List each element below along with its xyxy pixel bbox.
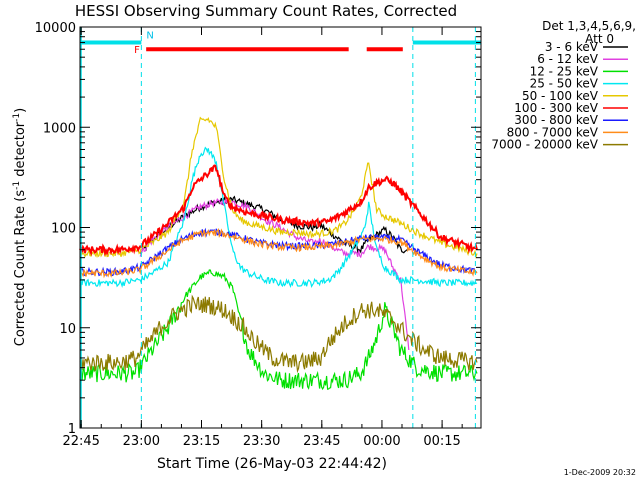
y-axis-label-sup1: -1 [12,181,22,190]
x-tick-label-4: 23:30 [243,434,280,449]
legend-label-3: 12 - 25 keV [530,64,599,78]
series-line-5 [79,116,478,259]
legend-header-line1: Det 1,3,4,5,6,9, [542,19,636,33]
series-line-3 [79,269,478,391]
legend-label-9: 7000 - 20000 keV [491,138,598,152]
night-label: N [146,31,153,42]
x-tick-label-2: 23:00 [123,434,160,449]
x-tick-label-1: 22:45 [62,434,99,449]
x-axis-label: Start Time (26-May-03 22:44:42) [157,456,387,472]
y-tick-label-3: 100 [51,222,76,237]
series-line-8 [79,228,478,279]
legend-label-5: 50 - 100 keV [522,89,599,103]
x-tick-label-6: 00:00 [363,434,400,449]
y-axis-label-rest: detector [13,121,28,181]
axes-layer: 22:45 23:00 23:15 23:30 23:45 00:00 00:15 1 10 10… [35,21,482,449]
series-line-9 [79,294,478,374]
series-line-2 [139,197,410,351]
chart-title: HESSI Observing Summary Count Rates, Cor… [75,2,457,20]
legend-label-4: 25 - 50 keV [530,77,599,91]
y-tick-label-2: 10 [59,322,76,337]
footer-date: 1-Dec-2009 20:32 [564,468,636,477]
y-axis-label-end: ) [13,108,28,113]
y-tick-label-1: 1 [68,422,76,437]
series-layer [79,116,478,391]
y-tick-label-4: 1000 [43,121,76,136]
legend-label-7: 300 - 800 keV [514,113,598,127]
flare-label: F [134,45,140,56]
x-tick-label-5: 23:45 [303,434,340,449]
series-line-4 [79,146,478,289]
legend-label-8: 800 - 7000 keV [507,125,599,139]
y-axis-label: Corrected Count Rate (s-1 detector-1) [12,108,28,346]
legend-label-6: 100 - 300 keV [514,101,598,115]
y-axis-label-sup2: -1 [12,113,22,122]
x-tick-label-3: 23:15 [183,434,220,449]
series-line-6 [79,164,478,257]
x-tick-label-7: 00:15 [423,434,460,449]
legend-label-2: 6 - 12 keV [537,52,599,66]
legend-header-line2: Att 0 [585,32,614,46]
legend-label-1: 3 - 6 keV [545,40,599,54]
y-tick-label-5: 10000 [35,21,76,36]
y-axis-label-main: Corrected Count Rate (s [13,190,28,347]
